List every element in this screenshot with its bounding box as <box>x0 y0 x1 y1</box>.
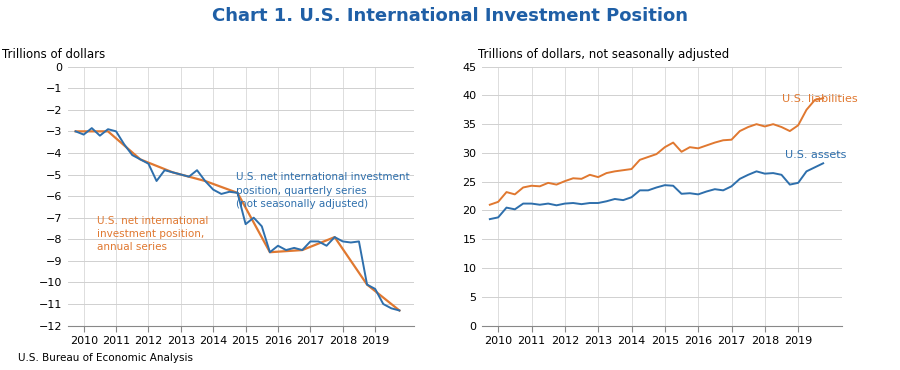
Text: U.S. assets: U.S. assets <box>785 150 846 160</box>
Text: U.S. net international investment
position, quarterly series
(not seasonally adj: U.S. net international investment positi… <box>236 172 410 209</box>
Text: U.S. net international
investment position,
annual series: U.S. net international investment positi… <box>96 215 208 252</box>
Text: U.S. liabilities: U.S. liabilities <box>781 94 857 104</box>
Text: U.S. Bureau of Economic Analysis: U.S. Bureau of Economic Analysis <box>18 353 193 363</box>
Text: Trillions of dollars, not seasonally adjusted: Trillions of dollars, not seasonally adj… <box>478 48 729 61</box>
Text: Trillions of dollars: Trillions of dollars <box>2 48 105 61</box>
Text: Chart 1. U.S. International Investment Position: Chart 1. U.S. International Investment P… <box>212 7 688 26</box>
